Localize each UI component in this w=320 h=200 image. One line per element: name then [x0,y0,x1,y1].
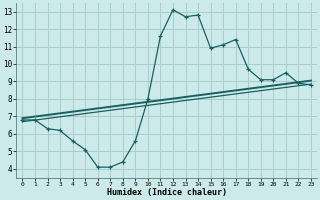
X-axis label: Humidex (Indice chaleur): Humidex (Indice chaleur) [107,188,227,197]
